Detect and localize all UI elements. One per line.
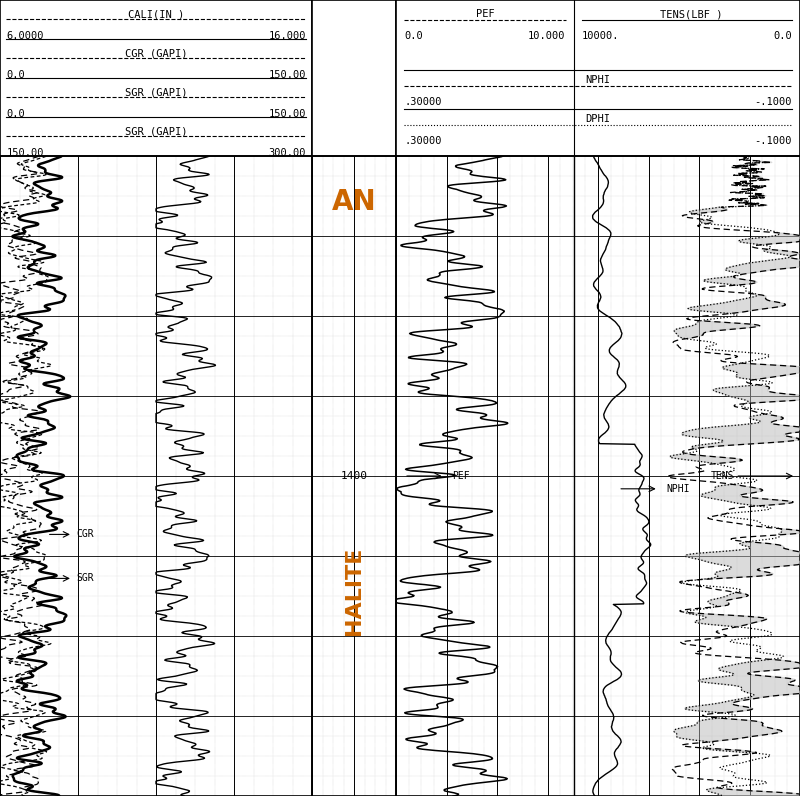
Text: 10.000: 10.000 <box>528 31 566 41</box>
Text: PEF: PEF <box>475 10 494 19</box>
Text: NPHI: NPHI <box>666 484 690 494</box>
Text: .30000: .30000 <box>404 97 442 107</box>
Text: 0.0: 0.0 <box>6 109 25 119</box>
Text: 150.00: 150.00 <box>268 109 306 119</box>
Text: -.1000: -.1000 <box>754 136 792 146</box>
Text: PEF: PEF <box>453 471 470 481</box>
Text: CGR (GAPI): CGR (GAPI) <box>125 49 187 58</box>
Text: -.1000: -.1000 <box>754 97 792 107</box>
Text: .30000: .30000 <box>404 136 442 146</box>
Text: 0.0: 0.0 <box>773 31 792 41</box>
Text: 300.00: 300.00 <box>268 148 306 158</box>
Text: AN: AN <box>332 188 376 216</box>
Text: 16.000: 16.000 <box>268 31 306 41</box>
Text: TENS: TENS <box>711 471 734 481</box>
Text: 6.0000: 6.0000 <box>6 31 44 41</box>
Text: 10000.: 10000. <box>582 31 619 41</box>
Text: TENS(LBF ): TENS(LBF ) <box>660 10 722 19</box>
Text: CALI(IN ): CALI(IN ) <box>128 10 184 19</box>
Text: 0.0: 0.0 <box>6 70 25 80</box>
Text: 0.0: 0.0 <box>404 31 423 41</box>
Text: NPHI: NPHI <box>586 75 610 85</box>
Text: 150.00: 150.00 <box>268 70 306 80</box>
Text: DPHI: DPHI <box>586 114 610 124</box>
Text: SGR: SGR <box>76 573 94 583</box>
Text: 150.00: 150.00 <box>6 148 44 158</box>
Text: HALITE: HALITE <box>344 547 364 635</box>
Text: SGR (GAPI): SGR (GAPI) <box>125 88 187 97</box>
Text: SGR (GAPI): SGR (GAPI) <box>125 127 187 136</box>
Text: CGR: CGR <box>76 529 94 540</box>
Text: 1400: 1400 <box>341 471 367 481</box>
